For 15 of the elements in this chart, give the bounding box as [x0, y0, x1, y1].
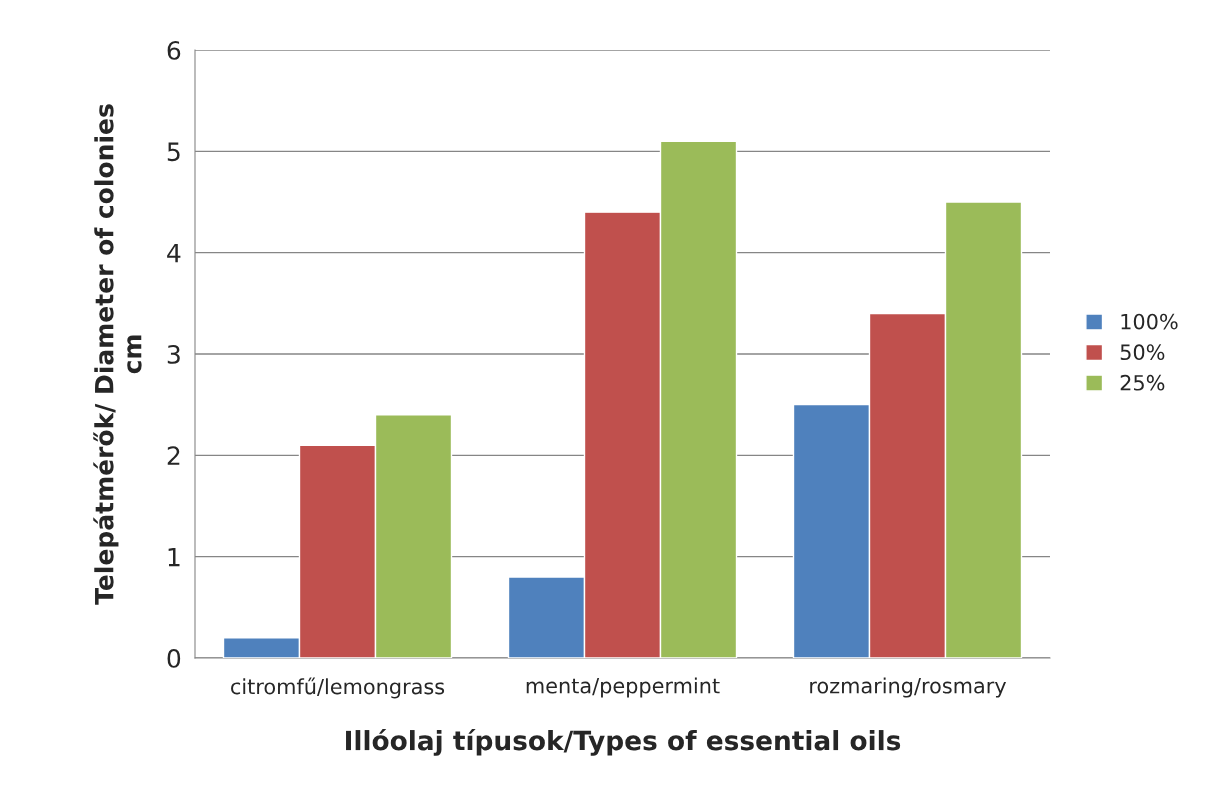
y-tick-label: 5 — [167, 142, 180, 162]
x-axis-title: Illóolaj típusok/Types of essential oils — [346, 729, 901, 756]
y-tick-label: 2 — [167, 446, 180, 465]
legend-label: 100% — [1121, 313, 1178, 330]
x-tick-label: citromfű/lemongrass — [231, 677, 445, 699]
legend-label: 25% — [1120, 374, 1165, 391]
y-tick-label: 4 — [167, 243, 181, 263]
x-tick-label: menta/peppermint — [526, 677, 720, 698]
x-tick-label: rozmaring/rosmary — [810, 677, 1007, 698]
legend-label: 50% — [1120, 344, 1165, 361]
y-tick-label: 1 — [168, 547, 180, 567]
y-axis-title: Telepátmérők/ Diameter of colonies cm — [93, 104, 142, 605]
y-tick-label: 3 — [167, 344, 180, 364]
y-tick-label: 6 — [167, 40, 181, 60]
y-tick-label: 0 — [167, 648, 181, 668]
